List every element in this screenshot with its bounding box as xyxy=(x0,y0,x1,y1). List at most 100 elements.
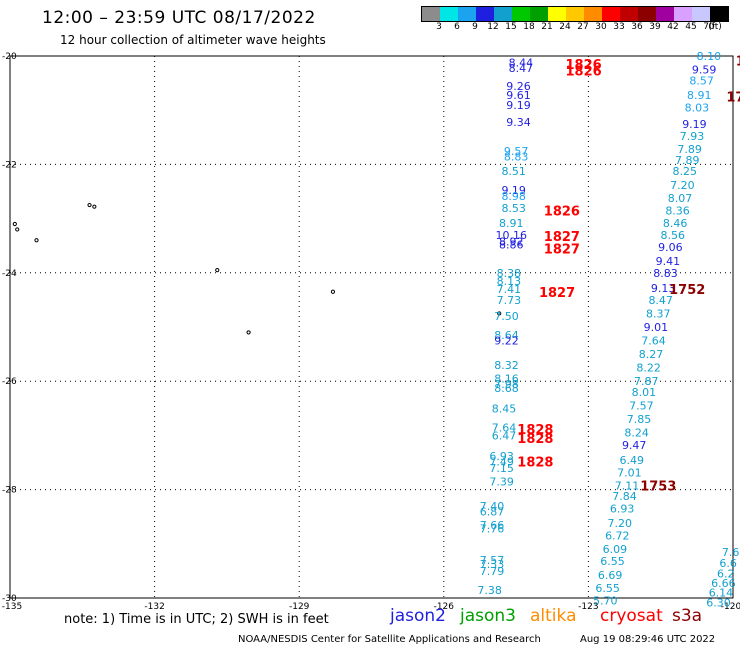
wave-height-value: 7.01 xyxy=(617,466,642,479)
legend-swatch xyxy=(656,7,674,21)
wave-height-value: 6.30 xyxy=(706,596,731,609)
legend-label: 42 xyxy=(667,22,679,32)
longitude-label: -135 xyxy=(2,602,22,610)
wave-height-value: 8.37 xyxy=(646,307,671,320)
wave-height-value: 6.69 xyxy=(598,569,623,582)
legend-label: 24 xyxy=(559,22,571,32)
wave-height-value: 7.41 xyxy=(497,283,522,296)
wave-height-value: 6.66 xyxy=(711,577,736,590)
legend-label: 39 xyxy=(649,22,661,32)
pass-time-label: 1826 xyxy=(544,204,580,219)
wave-height-value: 7.89 xyxy=(677,143,702,156)
pass-time-label: 1 xyxy=(736,54,740,69)
wave-height-value: 8.68 xyxy=(494,382,519,395)
legend-swatch xyxy=(422,7,440,21)
wave-height-value: 9.34 xyxy=(506,116,531,129)
latitude-label: -24 xyxy=(2,269,17,279)
legend-swatch xyxy=(620,7,638,21)
wave-height-value: 6.6 xyxy=(719,557,737,570)
wave-height-value: 8.38 xyxy=(497,267,522,280)
wave-height-value: 7.93 xyxy=(680,130,705,143)
wave-height-value: 6.55 xyxy=(595,582,620,595)
wave-height-value: 7.85 xyxy=(627,413,652,426)
wave-height-value: 6.47 xyxy=(492,429,517,442)
legend-label: 70 xyxy=(703,22,715,32)
wave-height-value: 8.03 xyxy=(685,101,710,114)
legend-label: 27 xyxy=(577,22,589,32)
map-frame xyxy=(9,55,734,599)
longitude-label: -120 xyxy=(721,602,740,610)
legend-swatch xyxy=(530,7,548,21)
wave-height-value: 7.15 xyxy=(489,462,514,475)
wave-height-value: 10.16 xyxy=(496,229,528,242)
legend-swatch xyxy=(512,7,530,21)
wave-height-value: 8.86 xyxy=(499,239,524,252)
wave-height-value: 7.79 xyxy=(480,565,505,578)
wave-height-value: 8.83 xyxy=(504,150,529,163)
legend-label: 15 xyxy=(505,22,517,32)
legend-swatch xyxy=(584,7,602,21)
pass-time-label: 1827 xyxy=(544,242,580,257)
wave-height-value: 7.20 xyxy=(607,517,632,530)
pass-time-label: 1826 xyxy=(565,58,601,73)
wave-height-value: 8.07 xyxy=(668,192,693,205)
wave-height-value: 7.57 xyxy=(629,400,654,413)
legend-swatch xyxy=(638,7,656,21)
legend-swatch xyxy=(458,7,476,21)
wave-height-value: 8.25 xyxy=(673,165,698,178)
wave-height-value: 7.50 xyxy=(494,310,519,323)
wave-height-value: 8.91 xyxy=(499,217,524,230)
wave-height-value: 8.98 xyxy=(501,190,526,203)
wave-height-value: 8.53 xyxy=(501,202,526,215)
legend-label: 12 xyxy=(487,22,499,32)
satellite-altika: altika xyxy=(530,606,577,626)
latitude-label: -28 xyxy=(2,486,17,496)
wave-height-value: 9.01 xyxy=(644,321,669,334)
wave-height-value: 7.6 xyxy=(722,546,740,559)
island-marker xyxy=(34,238,39,243)
latitude-label: -30 xyxy=(2,594,17,604)
island-marker xyxy=(246,330,251,335)
pass-time-label: 1827 xyxy=(544,230,580,245)
legend-label: 36 xyxy=(631,22,643,32)
legend-swatch xyxy=(710,7,728,21)
pass-time-label: 1753 xyxy=(640,479,676,494)
island-marker xyxy=(92,204,97,209)
page-subtitle: 12 hour collection of altimeter wave hei… xyxy=(60,33,326,47)
wave-height-value: 9.59 xyxy=(692,64,717,77)
wave-height-value: 9.47 xyxy=(622,439,647,452)
color-scale-legend xyxy=(421,6,729,22)
island-marker xyxy=(12,221,17,227)
legend-label: 21 xyxy=(541,22,553,32)
wave-height-value: 6.14 xyxy=(709,587,734,600)
wave-height-value: 9.26 xyxy=(506,80,531,93)
wave-height-value: 7.57 xyxy=(480,554,505,567)
wave-height-value: 6.55 xyxy=(600,555,625,568)
wave-height-value: 8.16 xyxy=(494,372,519,385)
wave-height-value: 9.41 xyxy=(656,255,681,268)
legend-swatch xyxy=(440,7,458,21)
longitude-label: -123 xyxy=(578,602,598,610)
satellite-jason3: jason3 xyxy=(460,606,516,626)
legend-label: 18 xyxy=(523,22,535,32)
legend-swatch xyxy=(476,7,494,21)
wave-height-value: 7.73 xyxy=(497,294,522,307)
wave-height-value: 7.20 xyxy=(670,179,695,192)
wave-height-value: 8.27 xyxy=(639,348,664,361)
wave-height-value: 7.64 xyxy=(492,421,517,434)
legend-label: 33 xyxy=(613,22,625,32)
wave-height-value: 8.47 xyxy=(648,294,673,307)
units-note: note: 1) Time is in UTC; 2) SWH is in fe… xyxy=(64,612,329,627)
satellite-s3a: s3a xyxy=(672,606,703,626)
wave-height-value: 7.40 xyxy=(480,500,505,513)
wave-height-value: 7.98 xyxy=(494,378,519,391)
wave-height-value: 8.45 xyxy=(492,402,517,415)
pass-time-label: 1828 xyxy=(517,432,553,447)
wave-height-value: 7.33 xyxy=(480,558,505,571)
wave-height-value: 7.84 xyxy=(612,490,637,503)
legend-swatch xyxy=(692,7,710,21)
wave-height-value: 8.13 xyxy=(497,275,522,288)
footer: NOAA/NESDIS Center for Satellite Applica… xyxy=(238,634,715,645)
wave-height-map[interactable]: -20 -22 -24 -26 -28 -30-135 -132 -129 -126 -123 -1… xyxy=(0,0,740,610)
wave-height-value: 6.93 xyxy=(610,503,635,516)
